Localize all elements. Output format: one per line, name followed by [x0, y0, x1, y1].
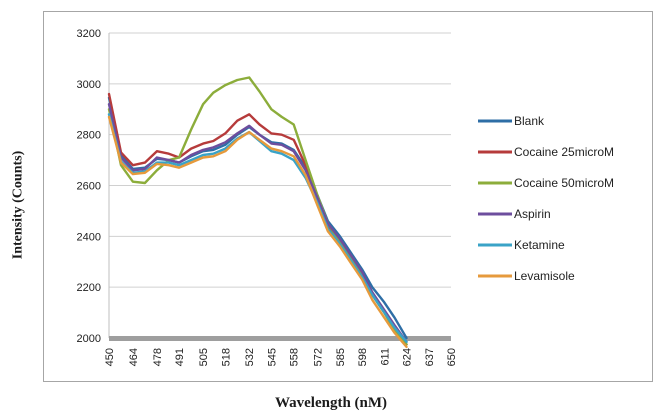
chart-frame [43, 11, 653, 382]
gridlines [108, 32, 451, 341]
x-tick-label: 598 [357, 348, 369, 366]
legend-label: Cocaine 25microM [514, 145, 614, 159]
x-tick-label: 518 [220, 348, 232, 366]
x-tick-label: 491 [174, 348, 186, 366]
y-axis-ticks: 2000 2200 2400 2600 2800 3000 3200 [77, 28, 101, 345]
legend-label: Blank [514, 114, 545, 128]
series-line-4 [107, 102, 408, 343]
y-tick-label: 3200 [77, 28, 101, 40]
legend-label: Cocaine 50microM [514, 176, 614, 190]
x-tick-label: 637 [424, 348, 436, 366]
x-tick-label: 450 [104, 348, 116, 366]
legend-label: Levamisole [514, 269, 575, 283]
x-tick-label: 478 [152, 348, 164, 366]
x-tick-label: 624 [402, 348, 414, 366]
series-line-6 [107, 115, 408, 349]
x-tick-label: 611 [379, 348, 391, 366]
y-tick-label: 2400 [77, 231, 101, 243]
legend: Blank Cocaine 25microM Cocaine 50microM Asp… [478, 114, 614, 283]
x-tick-label: 545 [266, 348, 278, 366]
x-tick-label: 650 [446, 348, 458, 366]
x-tick-label: 585 [335, 348, 347, 366]
series-line-2 [107, 92, 408, 346]
y-tick-label: 2600 [77, 181, 101, 193]
y-tick-label: 3000 [77, 79, 101, 91]
x-tick-label: 464 [128, 348, 140, 366]
x-axis-ticks: 450 464 478 491 505 518 532 545 558 572 585 598 611 6… [104, 348, 458, 366]
y-tick-label: 2000 [77, 333, 101, 345]
x-axis-label: Wavelength (nM) [274, 395, 388, 411]
x-tick-label: 572 [313, 348, 325, 366]
series-lines [107, 76, 408, 349]
x-axis-line [109, 336, 451, 341]
legend-label: Ketamine [514, 238, 565, 252]
x-tick-label: 558 [289, 348, 301, 366]
series-line-5 [107, 113, 408, 343]
y-tick-label: 2200 [77, 282, 101, 294]
x-tick-label: 505 [198, 348, 210, 366]
legend-label: Aspirin [514, 207, 551, 221]
series-line-3 [107, 76, 408, 346]
x-tick-label: 532 [244, 348, 256, 366]
y-tick-label: 2800 [77, 130, 101, 142]
